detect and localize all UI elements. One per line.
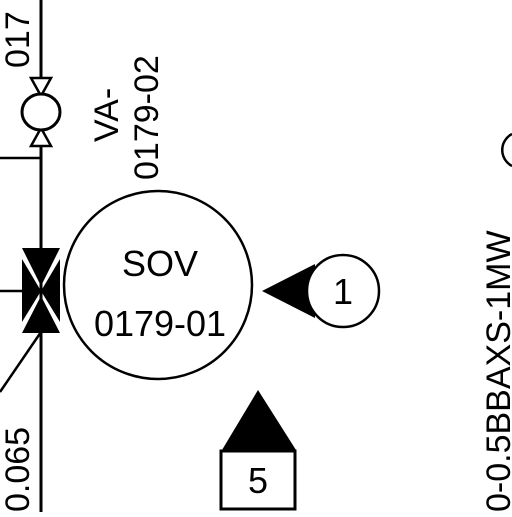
- sov-instrument-bubble: [62, 189, 254, 381]
- note-1-bubble: [305, 253, 381, 329]
- sov-tag-line2: 0179-01: [94, 303, 226, 344]
- note-1-pointer-icon: [262, 264, 315, 318]
- note-callout-1: 1: [262, 253, 381, 329]
- line-designation-fragment: 0-0.5BBAXS-1MW: [480, 230, 512, 512]
- manual-valve-tag-line1: VA-: [88, 88, 126, 142]
- partial-symbol-arc: [501, 132, 512, 168]
- note-callout-5: 5: [219, 390, 297, 511]
- note-1-number: 1: [333, 271, 353, 312]
- note-5-number: 5: [248, 460, 268, 501]
- manual-valve-tag-line2: 0179-02: [128, 55, 166, 180]
- solenoid-valve-body-icon: [22, 248, 60, 333]
- manual-valve-icon: [20, 76, 62, 148]
- note-5-pointer-icon: [222, 390, 296, 450]
- sov-tag-line1: SOV: [122, 243, 198, 284]
- valve-tag-top-fragment: 017: [0, 11, 37, 68]
- process-line-diagonal: [0, 331, 43, 393]
- note-5-box: [219, 449, 297, 511]
- line-size-fragment: 0.065: [0, 427, 37, 512]
